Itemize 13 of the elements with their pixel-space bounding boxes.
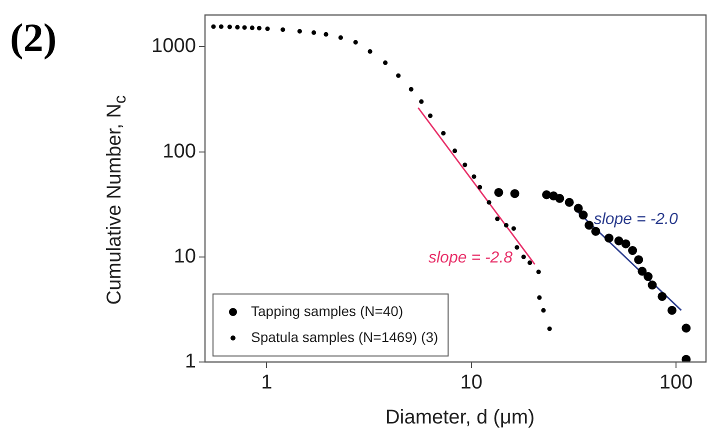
y-tick-label: 100 — [162, 140, 196, 162]
x-tick-label: 1 — [261, 372, 272, 394]
legend-label: Spatula samples (N=1469) (3) — [251, 328, 438, 345]
y-tick-label: 1000 — [152, 35, 196, 58]
text: (2) — [10, 14, 57, 61]
legend-label: Tapping samples (N=40) — [251, 302, 404, 319]
x-axis-title: Diameter, d (μm) — [385, 406, 535, 430]
annotation: slope = -2.0 — [594, 211, 678, 228]
x-tick-label: 10 — [460, 372, 482, 394]
x-tick-label: 100 — [659, 372, 693, 394]
y-tick-label: 10 — [174, 245, 196, 268]
annotation: slope = -2.8 — [428, 249, 513, 266]
y-tick-label: 1 — [184, 350, 196, 373]
